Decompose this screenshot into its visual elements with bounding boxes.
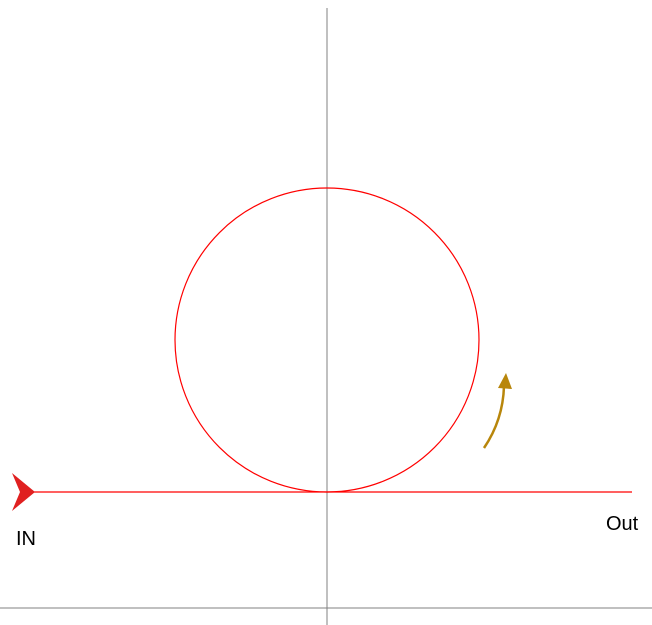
in-arrow <box>12 473 35 511</box>
direction-arrow-head <box>498 373 512 389</box>
in-label: IN <box>16 528 36 550</box>
direction-arrow <box>482 385 506 449</box>
out-label: Out <box>606 513 639 535</box>
